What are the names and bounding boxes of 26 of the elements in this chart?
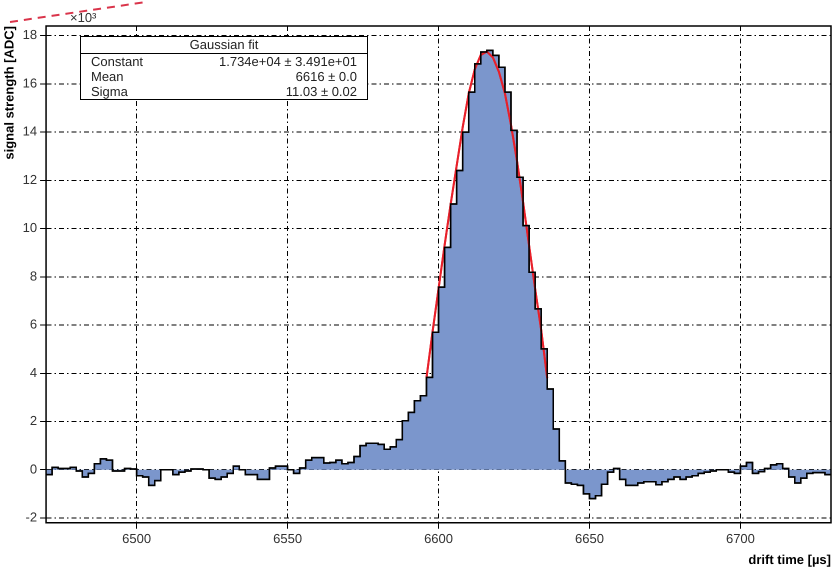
y-tick-label: 6	[30, 316, 38, 332]
annotation: Mean	[91, 69, 124, 84]
annotation: Constant	[91, 54, 144, 69]
y-tick-label: 16	[22, 75, 38, 90]
x-axis-title: drift time [µs]	[748, 552, 831, 567]
y-axis-title: signal strength [ADC]	[1, 26, 16, 160]
x-tick-label: 6600	[424, 531, 453, 546]
annotation: Gaussian fit	[81, 37, 367, 54]
y-tick-label: -2	[25, 510, 38, 525]
y-tick-label: 12	[22, 172, 38, 187]
annotation: 6616 ± 0.0	[296, 69, 357, 84]
annotation: 1.734e+04 ± 3.491e+01	[219, 54, 357, 69]
y-tick-label: 8	[30, 268, 38, 284]
text: ×10³	[70, 10, 96, 25]
y-tick-label: 4	[30, 364, 38, 380]
y-tick-label: 14	[22, 124, 38, 139]
annotation: Sigma	[91, 84, 128, 99]
y-tick-label: 10	[22, 220, 38, 236]
x-tick-label: 6650	[575, 531, 604, 546]
x-tick-label: 6700	[726, 531, 755, 546]
y-tick-label: 18	[22, 27, 38, 42]
x-tick-label: 6550	[273, 531, 302, 546]
y-tick-label: 2	[30, 413, 38, 428]
x-tick-label: 6500	[122, 531, 152, 546]
y-tick-label: 0	[30, 461, 38, 476]
annotation: 11.03 ± 0.02	[286, 84, 357, 99]
